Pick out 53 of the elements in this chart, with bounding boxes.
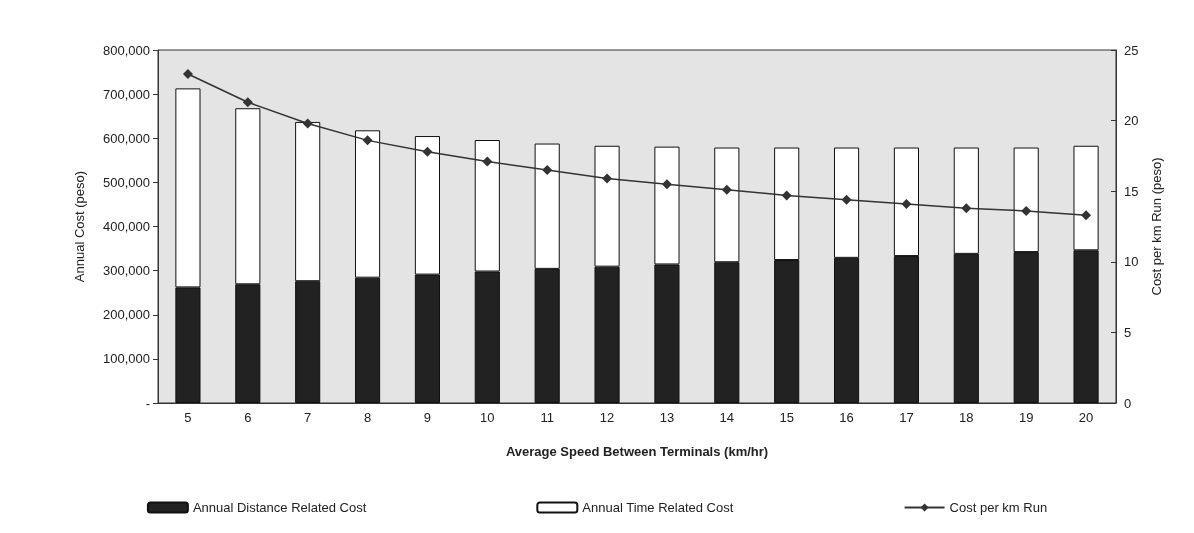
point [781,190,792,201]
point [542,165,553,176]
point [1021,205,1032,216]
y-tick-label: 200,000 [103,307,150,323]
x-tick-label: 15 [779,410,794,425]
x-axis-title: Average Speed Between Terminals (km/hr) [505,444,769,459]
x-tick-label: 7 [304,410,312,425]
y-tick-label: 800,000 [103,42,150,58]
point [961,203,972,214]
x-tick-label: 20 [1078,410,1094,425]
legend-label: Annual Distance Related Cost [192,500,367,515]
x-tick-label: 9 [423,410,432,425]
y2-tick-label: 10 [1124,254,1139,270]
x-tick-label: 18 [959,410,974,425]
legend-label: Cost per km Run [949,500,1048,515]
point [422,146,433,157]
x-tick-label: 8 [363,410,372,425]
y-tick-label: 700,000 [103,86,150,102]
y-tick-label: 600,000 [103,130,150,146]
y-tick-label: 300,000 [103,263,150,279]
point [721,184,732,195]
y-tick-label: 500,000 [103,174,150,190]
x-tick-label: 10 [480,410,495,425]
y-tick-label: 400,000 [103,219,150,234]
point [242,97,253,108]
y2-tick-label: 20 [1124,113,1139,129]
point [901,198,912,209]
y2-tick-label: 15 [1124,183,1139,199]
point [182,69,193,79]
point [482,156,493,167]
x-tick-label: 11 [540,410,554,425]
x-tick-label: 17 [899,410,914,425]
x-tick-label: 12 [599,410,615,425]
y2-tick-label: 5 [1124,324,1132,340]
y2-axis-title: Cost per km Run (peso) [1149,157,1164,296]
point [362,135,373,146]
legend-label: Annual Time Related Cost [582,500,734,515]
y-tick-label: - [145,395,150,411]
x-tick-label: 14 [719,410,735,425]
point [1081,210,1092,221]
y-axis-title: Annual Cost (peso) [72,170,87,283]
y2-tick-label: 25 [1124,42,1139,58]
point [661,179,672,190]
x-tick-label: 16 [839,410,854,425]
y2-tick-label: 0 [1124,395,1132,411]
point [602,173,613,184]
x-tick-label: 13 [659,410,675,425]
point [302,118,313,129]
point [841,194,852,205]
x-tick-label: 6 [244,410,252,425]
x-tick-label: 5 [184,410,192,425]
x-tick-label: 19 [1018,410,1034,425]
y-tick-label: 100,000 [103,351,150,367]
